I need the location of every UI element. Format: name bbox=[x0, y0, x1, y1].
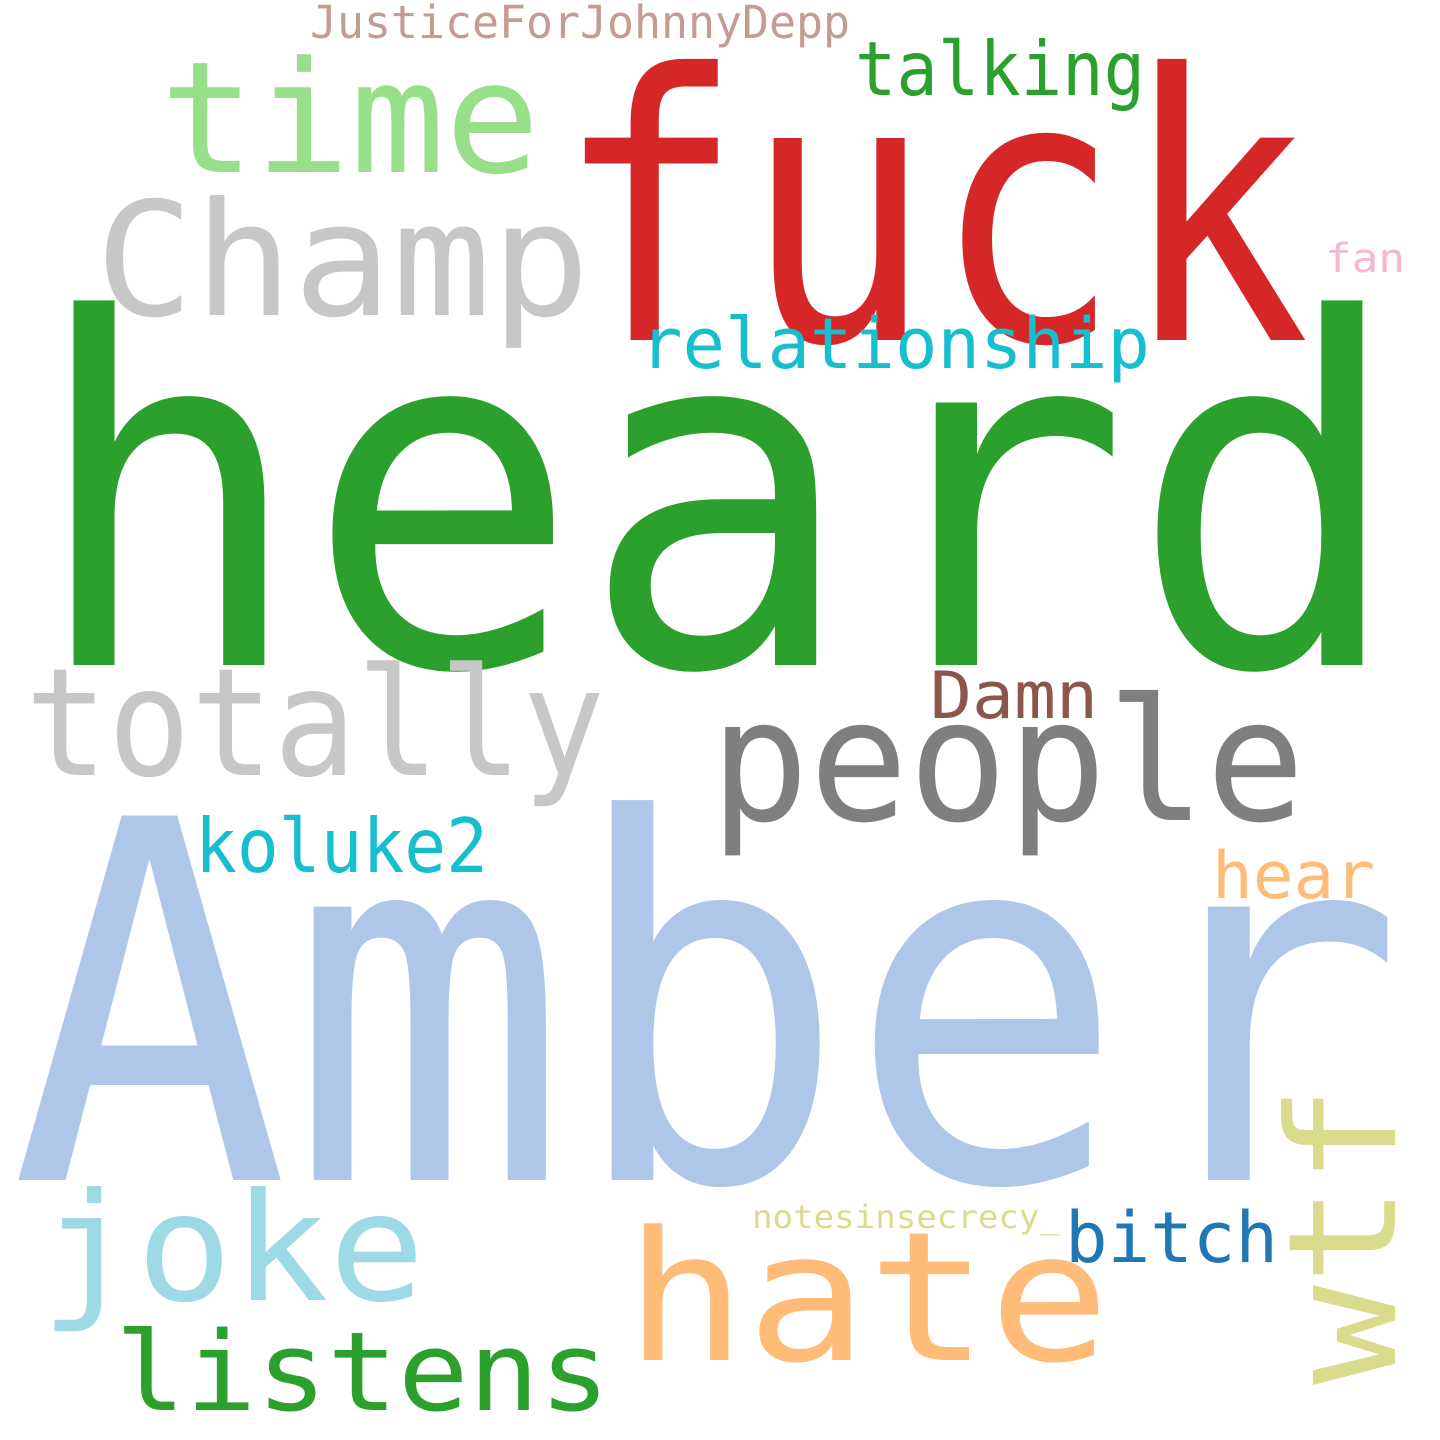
word: fuck bbox=[555, 0, 1310, 428]
word: relationship bbox=[640, 303, 1150, 385]
word: notesinsecrecy_ bbox=[752, 1198, 1061, 1236]
word: hear bbox=[1212, 839, 1375, 914]
word: bitch bbox=[1065, 1197, 1278, 1279]
word: heard bbox=[30, 220, 1405, 779]
word: joke bbox=[40, 1162, 425, 1336]
word: Champ bbox=[95, 169, 590, 353]
word: totally bbox=[25, 637, 605, 811]
word: talking bbox=[855, 25, 1145, 113]
word: time bbox=[160, 28, 540, 209]
word: koluke2 bbox=[195, 802, 488, 890]
word: Amber bbox=[10, 716, 1405, 1298]
word: JusticeForJohnnyDepp bbox=[310, 0, 850, 49]
word: hate bbox=[625, 1194, 1110, 1403]
word: Damn bbox=[930, 659, 1098, 734]
word: fan bbox=[1325, 236, 1405, 282]
word: wtf bbox=[1257, 1085, 1431, 1385]
word: listens bbox=[115, 1308, 610, 1436]
word: people bbox=[710, 663, 1305, 861]
